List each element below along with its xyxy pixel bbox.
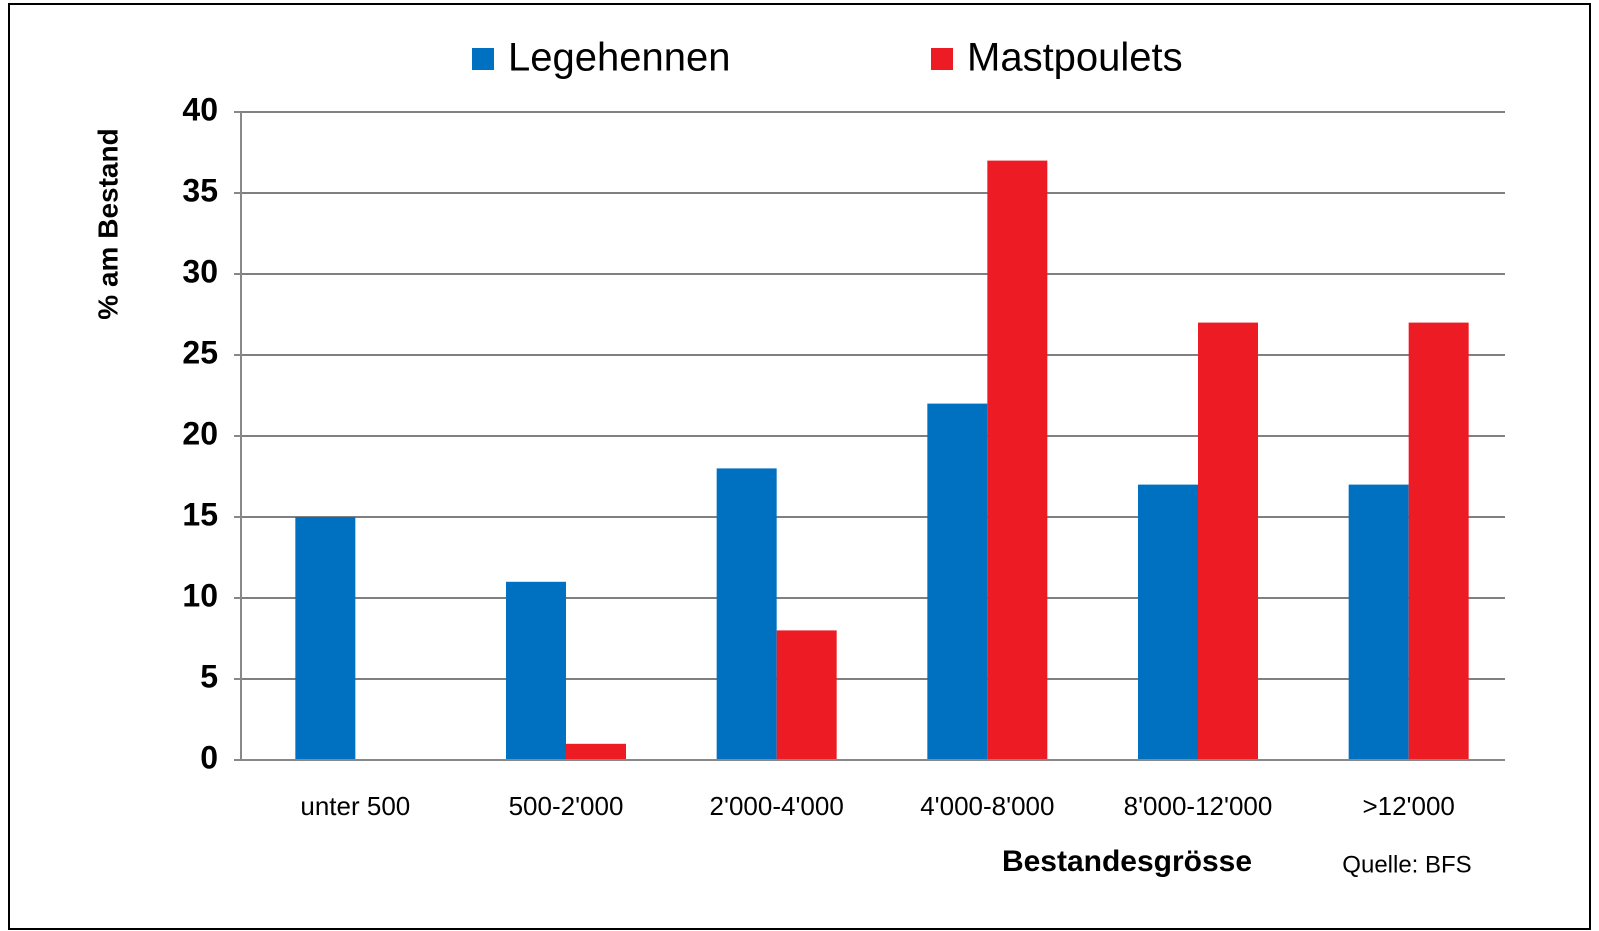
legend-swatch: [472, 48, 494, 70]
y-tick-label: 15: [182, 496, 218, 532]
y-tick-label: 40: [182, 91, 218, 127]
bar: [1408, 322, 1469, 760]
x-axis-label: Bestandesgrösse: [1002, 845, 1252, 878]
bar: [1138, 484, 1198, 760]
y-tick-label: 25: [182, 334, 218, 370]
bar: [776, 630, 837, 760]
bar: [566, 743, 626, 760]
bar: [1348, 484, 1409, 760]
bar: [716, 468, 777, 760]
y-tick-label: 5: [200, 658, 218, 694]
x-tick-label: unter 500: [300, 791, 410, 821]
y-tick-label: 10: [182, 577, 218, 613]
x-tick-label: 8'000-12'000: [1124, 791, 1273, 821]
bar: [987, 160, 1048, 761]
y-tick-label: 35: [182, 172, 218, 208]
bar: [295, 517, 356, 760]
x-tick-label: 4'000-8'000: [920, 791, 1054, 821]
x-tick-label: >12'000: [1362, 791, 1454, 821]
y-tick-label: 20: [182, 415, 218, 451]
legend-swatch: [931, 48, 953, 70]
bar: [927, 403, 988, 760]
bar: [506, 581, 566, 760]
legend-label: Legehennen: [508, 36, 730, 80]
bar: [1198, 322, 1258, 760]
legend-label: Mastpoulets: [967, 36, 1183, 80]
y-tick-label: 0: [200, 739, 218, 775]
x-tick-label: 2'000-4'000: [710, 791, 844, 821]
x-tick-label: 500-2'000: [509, 791, 624, 821]
y-tick-label: 30: [182, 253, 218, 289]
annotation: Quelle: BFS: [1342, 851, 1471, 878]
y-axis-label: % am Bestand: [92, 128, 123, 319]
frame: [8, 3, 1591, 930]
